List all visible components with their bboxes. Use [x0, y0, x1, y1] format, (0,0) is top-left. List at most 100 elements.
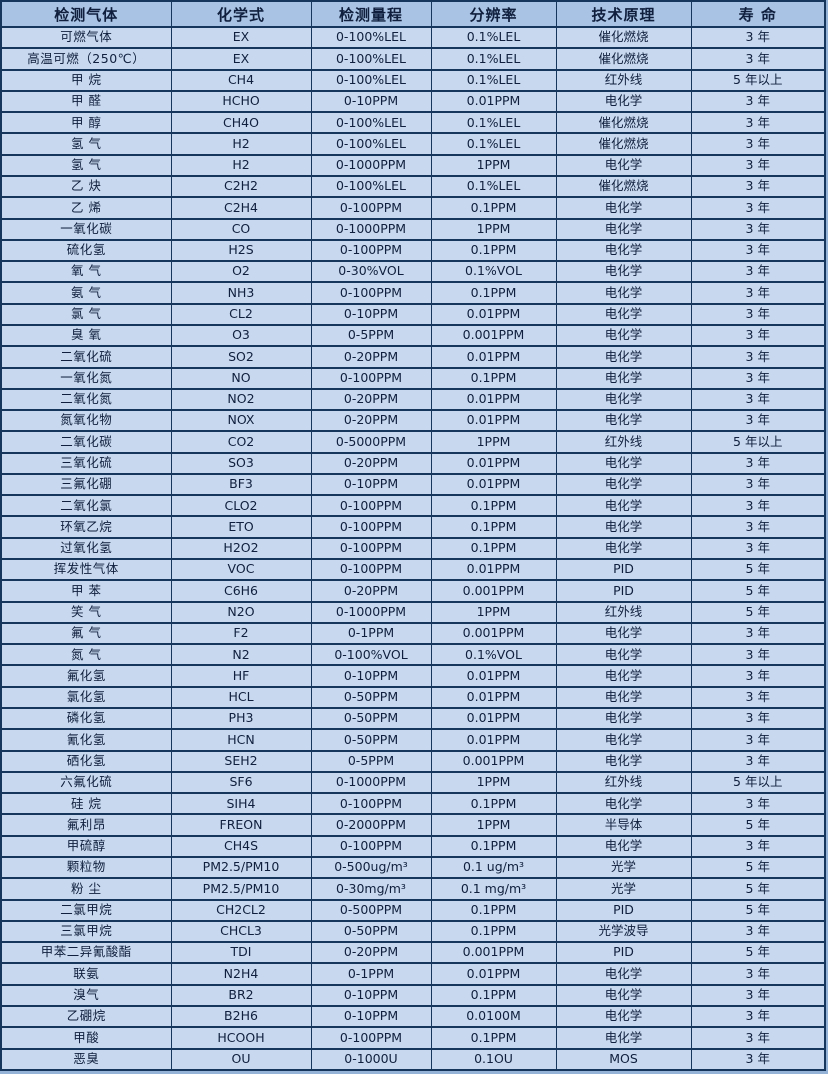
- cell-lifespan: 3 年: [690, 323, 826, 348]
- cell-gas: 氟 气: [0, 621, 172, 646]
- header-range: 检测量程: [310, 0, 432, 28]
- cell-principle: 半导体: [555, 813, 692, 837]
- cell-principle: 电化学: [555, 89, 692, 114]
- table-row: 甲苯二异氰酸酯 TDI 0-20PPM 0.001PPM PID 5 年: [0, 941, 826, 965]
- table-row: 乙硼烷 B2H6 0-10PPM 0.0100M 电化学 3 年: [0, 1004, 826, 1029]
- cell-lifespan: 5 年: [690, 941, 826, 965]
- table-row: 氟利昂 FREON 0-2000PPM 1PPM 半导体 5 年: [0, 813, 826, 837]
- cell-gas: 氨 气: [0, 281, 172, 305]
- cell-gas: 恶臭: [0, 1047, 172, 1071]
- cell-resolution: 0.001PPM: [430, 579, 557, 603]
- cell-range: 0-20PPM: [310, 451, 432, 475]
- cell-gas: 过氧化氢: [0, 536, 172, 561]
- cell-formula: BR2: [170, 983, 312, 1007]
- cell-gas: 磷化氢: [0, 706, 172, 731]
- cell-gas: 甲苯二异氰酸酯: [0, 941, 172, 965]
- cell-lifespan: 5 年以上: [690, 68, 826, 92]
- cell-range: 0-100%LEL: [310, 68, 432, 92]
- cell-principle: 电化学: [555, 983, 692, 1007]
- cell-principle: 电化学: [555, 1004, 692, 1029]
- cell-range: 0-100PPM: [310, 792, 432, 816]
- cell-resolution: 0.01PPM: [430, 706, 557, 731]
- cell-formula: HCN: [170, 728, 312, 752]
- cell-gas: 环氧乙烷: [0, 515, 172, 539]
- table-row: 粉 尘 PM2.5/PM10 0-30mg/m³ 0.1 mg/m³ 光学 5 年: [0, 877, 826, 901]
- cell-gas: 氯化氢: [0, 685, 172, 710]
- cell-principle: 催化燃烧: [555, 132, 692, 156]
- cell-resolution: 0.01PPM: [430, 409, 557, 433]
- cell-gas: 挥发性气体: [0, 558, 172, 582]
- table-row: 过氧化氢 H2O2 0-100PPM 0.1PPM 电化学 3 年: [0, 536, 826, 561]
- cell-gas: 二氧化碳: [0, 430, 172, 454]
- cell-range: 0-50PPM: [310, 728, 432, 752]
- cell-lifespan: 3 年: [690, 792, 826, 816]
- cell-gas: 二氧化氮: [0, 387, 172, 412]
- cell-resolution: 0.1 ug/m³: [430, 855, 557, 880]
- cell-resolution: 0.0100M: [430, 1004, 557, 1029]
- cell-resolution: 0.1PPM: [430, 898, 557, 922]
- cell-lifespan: 3 年: [690, 515, 826, 539]
- cell-gas: 一氧化碳: [0, 217, 172, 241]
- table-row: 乙 烯 C2H4 0-100PPM 0.1PPM 电化学 3 年: [0, 196, 826, 220]
- cell-principle: 电化学: [555, 323, 692, 348]
- cell-formula: ETO: [170, 515, 312, 539]
- cell-gas: 可燃气体: [0, 25, 172, 50]
- cell-lifespan: 3 年: [690, 111, 826, 135]
- cell-principle: 电化学: [555, 387, 692, 412]
- cell-formula: F2: [170, 621, 312, 646]
- table-row: 二氧化氯 CLO2 0-100PPM 0.1PPM 电化学 3 年: [0, 494, 826, 518]
- cell-principle: 红外线: [555, 770, 692, 795]
- cell-principle: PID: [555, 898, 692, 922]
- table-row: 颗粒物 PM2.5/PM10 0-500ug/m³ 0.1 ug/m³ 光学 5 年: [0, 855, 826, 880]
- cell-range: 0-50PPM: [310, 685, 432, 710]
- cell-range: 0-1000PPM: [310, 153, 432, 177]
- cell-gas: 溴气: [0, 983, 172, 1007]
- cell-principle: 电化学: [555, 749, 692, 773]
- cell-resolution: 0.1%VOL: [430, 260, 557, 284]
- cell-range: 0-50PPM: [310, 919, 432, 944]
- cell-principle: 红外线: [555, 430, 692, 454]
- cell-resolution: 0.1%LEL: [430, 132, 557, 156]
- cell-formula: CLO2: [170, 494, 312, 518]
- cell-resolution: 0.1PPM: [430, 919, 557, 944]
- cell-range: 0-100PPM: [310, 515, 432, 539]
- table-row: 环氧乙烷 ETO 0-100PPM 0.1PPM 电化学 3 年: [0, 515, 826, 539]
- cell-range: 0-100%LEL: [310, 47, 432, 71]
- table-row: 氟化氢 HF 0-10PPM 0.01PPM 电化学 3 年: [0, 664, 826, 688]
- cell-formula: EX: [170, 47, 312, 71]
- cell-formula: OU: [170, 1047, 312, 1071]
- cell-resolution: 0.001PPM: [430, 749, 557, 773]
- cell-resolution: 1PPM: [430, 217, 557, 241]
- cell-resolution: 0.01PPM: [430, 387, 557, 412]
- header-gas: 检测气体: [0, 0, 172, 28]
- cell-principle: 电化学: [555, 1026, 692, 1050]
- cell-gas: 氟利昂: [0, 813, 172, 837]
- cell-range: 0-20PPM: [310, 387, 432, 412]
- cell-formula: CHCL3: [170, 919, 312, 944]
- table-row: 甲硫醇 CH4S 0-100PPM 0.1PPM 电化学 3 年: [0, 834, 826, 858]
- cell-formula: CO2: [170, 430, 312, 454]
- cell-formula: N2O: [170, 600, 312, 624]
- table-row: 甲 苯 C6H6 0-20PPM 0.001PPM PID 5 年: [0, 579, 826, 603]
- table-row: 臭 氧 O3 0-5PPM 0.001PPM 电化学 3 年: [0, 323, 826, 348]
- cell-gas: 二氧化氯: [0, 494, 172, 518]
- cell-range: 0-20PPM: [310, 941, 432, 965]
- cell-principle: 电化学: [555, 472, 692, 497]
- cell-principle: PID: [555, 941, 692, 965]
- header-resolution: 分辨率: [430, 0, 557, 28]
- cell-lifespan: 3 年: [690, 260, 826, 284]
- header-formula: 化学式: [170, 0, 312, 28]
- cell-range: 0-1PPM: [310, 962, 432, 986]
- cell-range: 0-10PPM: [310, 89, 432, 114]
- cell-range: 0-10PPM: [310, 1004, 432, 1029]
- cell-range: 0-1000U: [310, 1047, 432, 1071]
- cell-resolution: 0.1PPM: [430, 366, 557, 390]
- cell-lifespan: 3 年: [690, 366, 826, 390]
- table-row: 笑 气 N2O 0-1000PPM 1PPM 红外线 5 年: [0, 600, 826, 624]
- cell-gas: 氮 气: [0, 643, 172, 667]
- table-row: 可燃气体 EX 0-100%LEL 0.1%LEL 催化燃烧 3 年: [0, 25, 826, 50]
- cell-lifespan: 3 年: [690, 47, 826, 71]
- cell-gas: 臭 氧: [0, 323, 172, 348]
- cell-gas: 颗粒物: [0, 855, 172, 880]
